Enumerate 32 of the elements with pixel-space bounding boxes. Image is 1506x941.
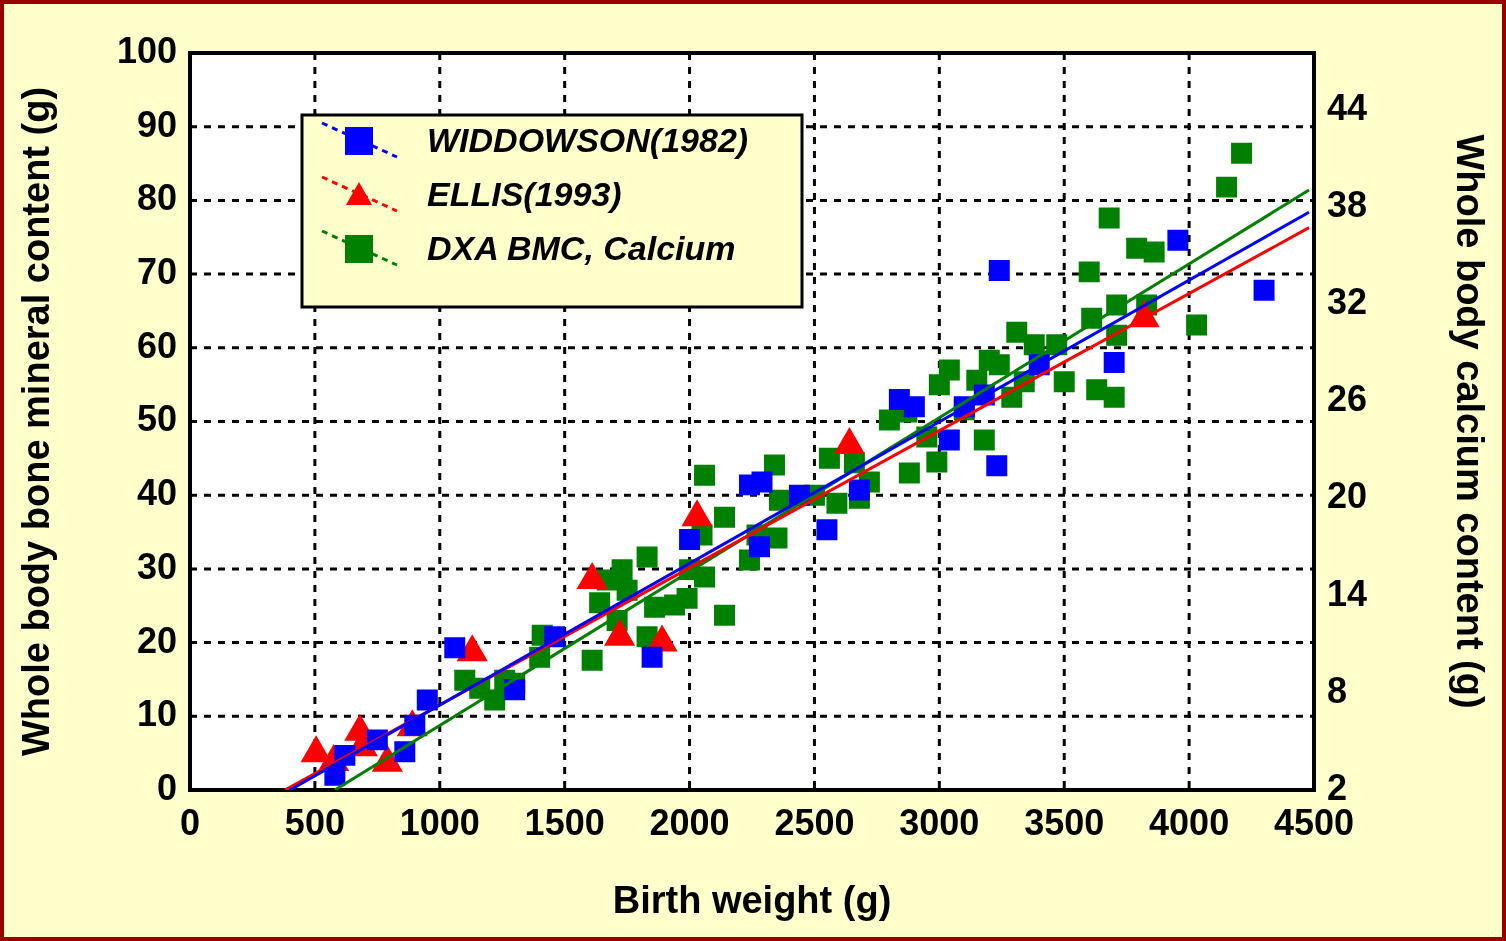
- x-tick-label: 500: [284, 801, 345, 843]
- x-axis-title: Birth weight (g): [612, 878, 892, 921]
- y-tick-label: 20: [136, 619, 177, 661]
- x-tick-label: 4000: [1149, 801, 1230, 843]
- y2-tick-label: 44: [1327, 86, 1368, 128]
- x-tick-label: 1500: [524, 801, 605, 843]
- x-tick-label: 3500: [1024, 801, 1105, 843]
- y-tick-label: 0: [156, 766, 177, 808]
- y-tick-label: 10: [136, 693, 177, 735]
- x-tick-label: 2000: [649, 801, 730, 843]
- x-tick-label: 1000: [399, 801, 480, 843]
- y-tick-label: 50: [136, 398, 177, 440]
- legend-label: WIDDOWSON(1982): [427, 121, 749, 160]
- y-tick-label: 60: [136, 324, 177, 366]
- y2-axis-title: Whole body calcium content (g): [1448, 134, 1491, 709]
- y2-tick-label: 14: [1327, 572, 1368, 614]
- x-tick-label: 3000: [899, 801, 980, 843]
- y2-tick-label: 20: [1327, 475, 1368, 517]
- y2-tick-label: 26: [1327, 378, 1368, 420]
- y-tick-label: 30: [136, 545, 177, 587]
- y-tick-label: 70: [136, 251, 177, 293]
- y2-tick-label: 38: [1327, 183, 1368, 225]
- legend-label: ELLIS(1993): [427, 175, 622, 214]
- x-tick-label: 2500: [774, 801, 855, 843]
- y-tick-label: 90: [136, 103, 177, 145]
- y-tick-label: 100: [116, 29, 177, 71]
- y2-tick-label: 8: [1327, 669, 1348, 711]
- y2-tick-label: 32: [1327, 280, 1368, 322]
- legend-label: DXA BMC, Calcium: [427, 229, 736, 268]
- y-tick-label: 80: [136, 177, 177, 219]
- y-tick-label: 40: [136, 472, 177, 514]
- y-axis-title: Whole body bone mineral content (g): [15, 86, 58, 757]
